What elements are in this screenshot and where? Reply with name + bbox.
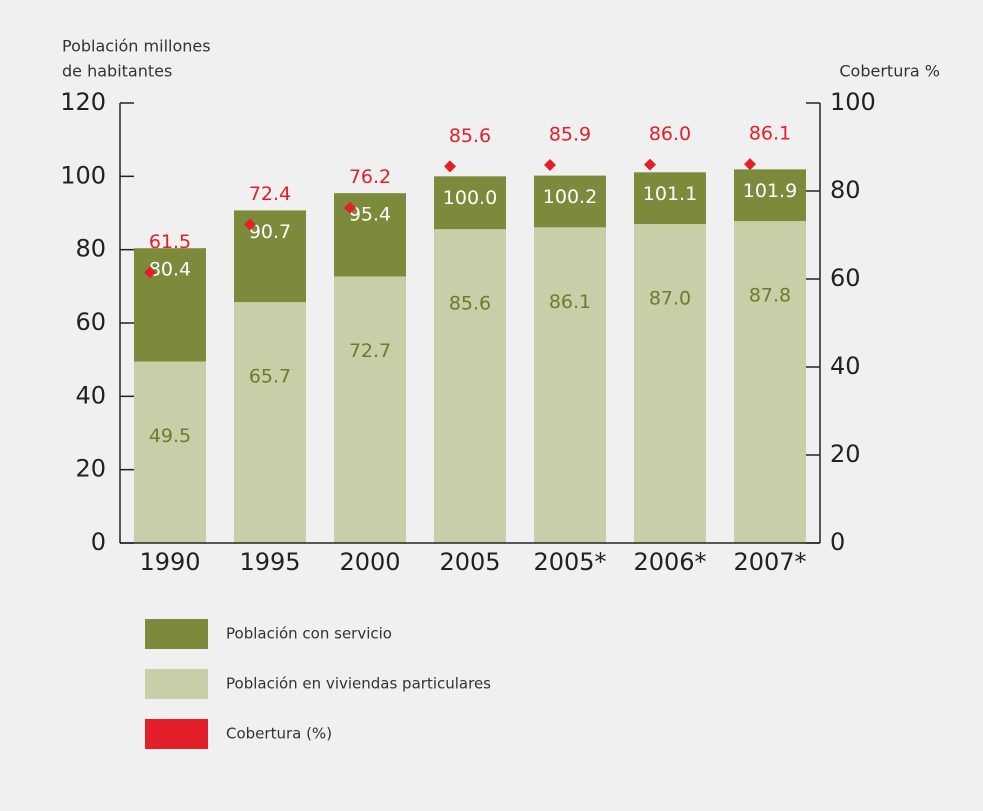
- y-tick-label: 120: [60, 88, 106, 116]
- x-tick-label: 2006*: [633, 548, 706, 576]
- y2-tick-label: 40: [830, 352, 861, 380]
- data-label: 87.0: [649, 288, 691, 310]
- data-label: 80.4: [149, 259, 191, 281]
- y-tick-label: 60: [75, 308, 106, 336]
- data-label: 87.8: [749, 285, 791, 307]
- data-label: 86.0: [649, 123, 691, 145]
- y-tick-label: 40: [75, 381, 106, 409]
- bar: [334, 276, 406, 543]
- y2-tick-label: 100: [830, 88, 876, 116]
- data-label: 76.2: [349, 166, 391, 188]
- marker: [644, 158, 656, 171]
- y-axis-title: Población millones: [62, 37, 211, 56]
- y-tick-label: 100: [60, 161, 106, 189]
- y2-axis-title: Cobertura %: [839, 62, 940, 81]
- data-label: 72.4: [249, 183, 291, 205]
- data-label: 85.9: [549, 124, 591, 146]
- y-axis-title: de habitantes: [62, 62, 172, 81]
- y2-tick-label: 0: [830, 528, 845, 556]
- data-label: 86.1: [549, 291, 591, 313]
- marker: [144, 266, 156, 279]
- data-label: 90.7: [249, 221, 291, 243]
- marker: [244, 218, 256, 231]
- marker: [744, 158, 756, 171]
- data-label: 101.1: [643, 183, 697, 205]
- bar: [434, 229, 506, 543]
- data-label: 61.5: [149, 231, 191, 253]
- legend-label: Cobertura (%): [226, 725, 332, 743]
- legend-label: Población con servicio: [226, 625, 392, 643]
- x-tick-label: 2005*: [533, 548, 606, 576]
- bar: [734, 221, 806, 544]
- marker: [344, 201, 356, 214]
- legend-swatch: [145, 719, 208, 749]
- x-tick-label: 2000: [339, 548, 400, 576]
- x-tick-label: 1990: [139, 548, 200, 576]
- data-label: 85.6: [449, 293, 491, 315]
- legend-swatch: [145, 619, 208, 649]
- x-tick-label: 2007*: [733, 548, 806, 576]
- data-label: 85.6: [449, 125, 491, 147]
- data-label: 95.4: [349, 204, 391, 226]
- data-label: 72.7: [349, 340, 391, 362]
- y-tick-label: 80: [75, 235, 106, 263]
- bar: [134, 361, 206, 543]
- data-label: 101.9: [743, 180, 797, 202]
- marker: [544, 159, 556, 172]
- y-tick-label: 20: [75, 455, 106, 483]
- bar: [534, 227, 606, 544]
- y-tick-label: 0: [91, 528, 106, 556]
- x-tick-label: 1995: [239, 548, 300, 576]
- bar: [634, 224, 706, 543]
- marker: [444, 160, 456, 173]
- y2-tick-label: 20: [830, 440, 861, 468]
- data-label: 100.2: [543, 186, 597, 208]
- data-label: 49.5: [149, 425, 191, 447]
- y2-tick-label: 80: [830, 176, 861, 204]
- legend-swatch: [145, 669, 208, 699]
- y2-tick-label: 60: [830, 264, 861, 292]
- data-label: 100.0: [443, 187, 497, 209]
- x-tick-label: 2005: [439, 548, 500, 576]
- legend-label: Población en viviendas particulares: [226, 675, 491, 693]
- data-label: 65.7: [249, 366, 291, 388]
- bar: [234, 302, 306, 543]
- data-label: 86.1: [749, 123, 791, 145]
